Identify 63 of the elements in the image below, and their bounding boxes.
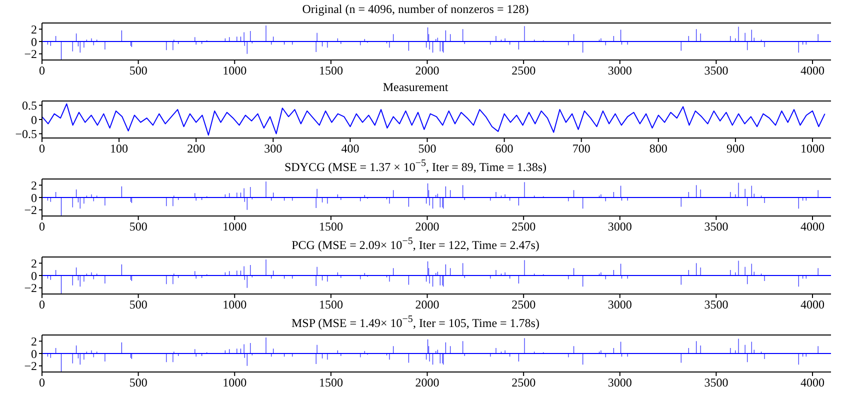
- x-tick-label: 2500: [512, 64, 536, 78]
- x-tick-label: 800: [649, 142, 668, 156]
- x-tick-label: 500: [129, 376, 148, 390]
- y-tick-label: 0.5: [22, 98, 37, 113]
- x-tick-label: 3500: [704, 64, 728, 78]
- y-tick-label: 0: [31, 268, 37, 283]
- x-tick-label: 1500: [318, 376, 343, 390]
- x-tick-label: 300: [264, 142, 282, 156]
- x-tick-label: 700: [572, 142, 590, 156]
- x-tick-label: 3000: [608, 298, 632, 312]
- y-tick-label: −2: [24, 359, 37, 374]
- line-series: [42, 103, 826, 136]
- x-tick-label: 200: [187, 142, 206, 156]
- y-tick-label: 0: [31, 34, 37, 49]
- x-tick-label: 500: [418, 142, 436, 156]
- x-tick-label: 900: [726, 142, 744, 156]
- x-tick-label: 3000: [608, 220, 632, 234]
- chart-title: MSP (MSE = 1.49× 10$^{−5}$, Iter = 105, Time = 1.78s): [290, 313, 540, 332]
- chart-title: Measurement: [382, 79, 450, 96]
- x-tick-label: 1000: [222, 64, 247, 78]
- x-tick-label: 1500: [318, 220, 343, 234]
- y-tick-label: 0: [31, 346, 37, 361]
- x-tick-label: 1500: [318, 64, 343, 78]
- y-tick-label: 2: [31, 22, 37, 36]
- y-tick-label: −0.5: [15, 126, 37, 141]
- x-tick-label: 3500: [704, 220, 728, 234]
- x-tick-label: 400: [341, 142, 360, 156]
- x-tick-label: 4000: [800, 376, 825, 390]
- x-tick-label: 500: [129, 64, 148, 78]
- x-tick-label: 3000: [608, 64, 632, 78]
- chart-title: Original (n = 4096, number of nonzeros = 128): [301, 1, 530, 18]
- x-tick-label: 2000: [415, 64, 440, 78]
- y-tick-label: 2: [31, 334, 37, 348]
- x-tick-label: 1500: [318, 298, 343, 312]
- y-tick-label: 0: [31, 190, 37, 205]
- y-tick-label: 0: [31, 112, 37, 127]
- x-tick-label: 1000: [222, 376, 247, 390]
- x-tick-label: 2500: [512, 298, 536, 312]
- x-tick-label: 4000: [800, 298, 825, 312]
- x-tick-label: 3500: [704, 376, 728, 390]
- x-tick-label: 3000: [608, 376, 632, 390]
- x-tick-label: 100: [110, 142, 128, 156]
- y-tick-label: 2: [31, 256, 37, 270]
- x-tick-label: 1000: [222, 220, 247, 234]
- x-tick-label: 2000: [415, 220, 440, 234]
- x-tick-label: 3500: [704, 298, 728, 312]
- x-tick-label: 1000: [800, 142, 825, 156]
- x-tick-label: 500: [129, 298, 148, 312]
- x-tick-label: 4000: [800, 64, 825, 78]
- x-tick-label: 2500: [512, 220, 536, 234]
- x-tick-label: 4000: [800, 220, 825, 234]
- x-tick-label: 2000: [415, 298, 440, 312]
- x-tick-label: 500: [129, 220, 148, 234]
- x-tick-label: 1000: [222, 298, 247, 312]
- y-tick-label: 2: [31, 178, 37, 192]
- x-tick-label: 2500: [512, 376, 536, 390]
- y-tick-label: −2: [24, 47, 37, 62]
- chart-title: PCG (MSE = 2.09× 10$^{−5}$, Iter = 122, Time = 2.47s): [290, 235, 540, 254]
- x-tick-label: 600: [495, 142, 514, 156]
- y-tick-label: −2: [24, 203, 37, 218]
- x-tick-label: 2000: [415, 376, 440, 390]
- y-tick-label: −2: [24, 281, 37, 296]
- chart-title: SDYCG (MSE = 1.37 × 10$^{−5}$, Iter = 89, Time = 1.38s): [283, 157, 548, 176]
